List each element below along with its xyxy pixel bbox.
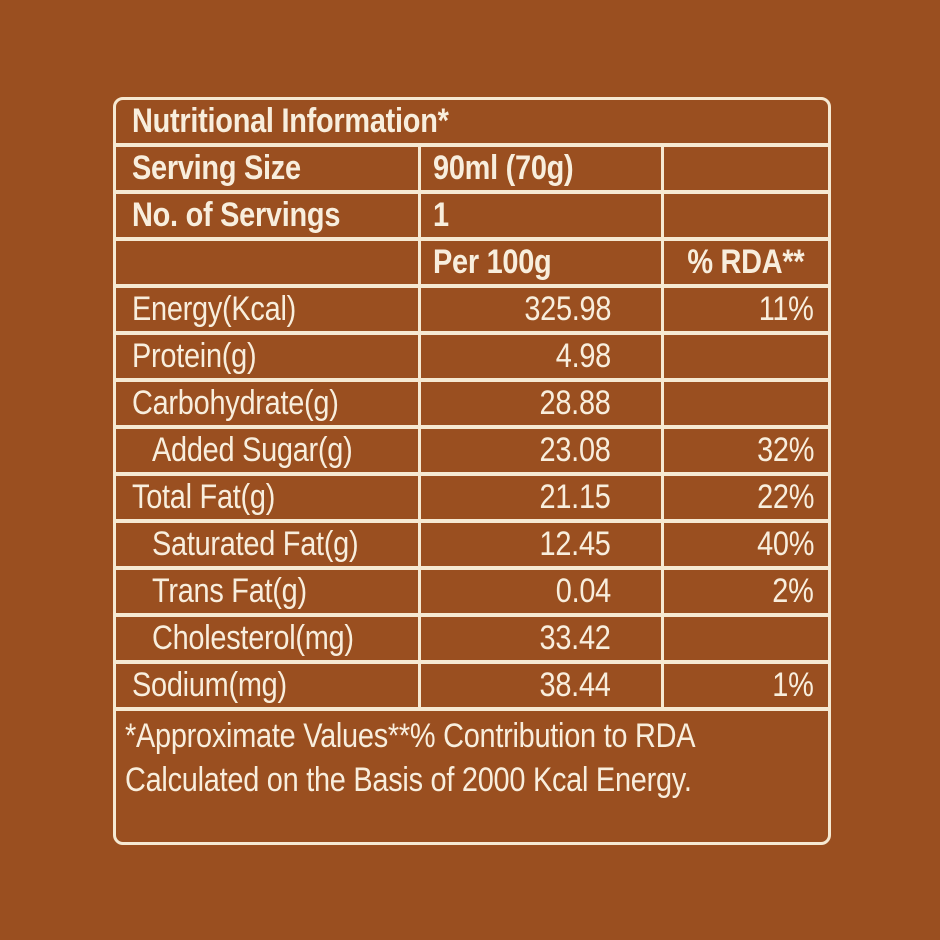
nutrient-value: 21.15 bbox=[539, 478, 611, 516]
row-separator bbox=[116, 519, 828, 523]
serving-size-value: 90ml (70g) bbox=[433, 149, 574, 187]
nutrient-row: Energy(Kcal) 325.98 11% bbox=[116, 288, 828, 331]
nutrient-rda-cell bbox=[661, 617, 828, 660]
table-title-row: Nutritional Information* bbox=[116, 100, 828, 143]
row-separator bbox=[116, 566, 828, 570]
nutrient-row: Sodium(mg) 38.44 1% bbox=[116, 664, 828, 707]
nutrient-rda-value: 11% bbox=[759, 290, 814, 328]
nutrient-rda-cell bbox=[661, 335, 828, 378]
nutrient-rda-cell: 2% bbox=[661, 570, 828, 613]
nutrient-label-cell: Sodium(mg) bbox=[116, 664, 418, 707]
row-separator bbox=[116, 425, 828, 429]
nutrient-label-cell: Saturated Fat(g) bbox=[116, 523, 418, 566]
row-separator bbox=[116, 284, 828, 288]
servings-label-cell: No. of Servings bbox=[116, 194, 418, 237]
nutrient-value-cell: 38.44 bbox=[418, 664, 661, 707]
footnote-line-2: Calculated on the Basis of 2000 Kcal Ene… bbox=[125, 761, 692, 799]
column-header-empty-cell bbox=[116, 241, 418, 284]
serving-size-row: Serving Size 90ml (70g) bbox=[116, 147, 828, 190]
nutrient-label: Energy(Kcal) bbox=[132, 290, 296, 328]
column-header-row: Per 100g % RDA** bbox=[116, 241, 828, 284]
nutrient-value-cell: 325.98 bbox=[418, 288, 661, 331]
nutrient-value-cell: 28.88 bbox=[418, 382, 661, 425]
row-separator bbox=[116, 613, 828, 617]
servings-empty-cell bbox=[661, 194, 828, 237]
nutrient-rda-cell: 1% bbox=[661, 664, 828, 707]
table-title: Nutritional Information* bbox=[132, 102, 449, 140]
row-separator bbox=[116, 472, 828, 476]
serving-size-value-cell: 90ml (70g) bbox=[418, 147, 661, 190]
nutrient-label: Trans Fat(g) bbox=[152, 572, 307, 610]
nutrient-label: Total Fat(g) bbox=[132, 478, 276, 516]
nutrient-rda-value: 22% bbox=[756, 478, 814, 516]
nutrient-row: Saturated Fat(g) 12.45 40% bbox=[116, 523, 828, 566]
nutrient-label-cell: Added Sugar(g) bbox=[116, 429, 418, 472]
nutrient-label-cell: Carbohydrate(g) bbox=[116, 382, 418, 425]
nutrient-rda-value: 32% bbox=[756, 431, 814, 469]
nutrient-value-cell: 4.98 bbox=[418, 335, 661, 378]
nutrient-label: Cholesterol(mg) bbox=[152, 619, 354, 657]
rda-header-cell: % RDA** bbox=[661, 241, 828, 284]
nutrient-label-cell: Energy(Kcal) bbox=[116, 288, 418, 331]
nutrient-rda-cell: 40% bbox=[661, 523, 828, 566]
servings-value: 1 bbox=[433, 196, 449, 234]
nutrient-label-cell: Cholesterol(mg) bbox=[116, 617, 418, 660]
row-separator bbox=[116, 143, 828, 147]
nutrient-value-cell: 23.08 bbox=[418, 429, 661, 472]
nutrient-rows: Energy(Kcal) 325.98 11% Protein(g) 4.98 … bbox=[116, 284, 828, 707]
nutrient-rda-cell: 22% bbox=[661, 476, 828, 519]
nutrient-value: 4.98 bbox=[555, 337, 611, 375]
nutrient-row: Trans Fat(g) 0.04 2% bbox=[116, 570, 828, 613]
footnote: *Approximate Values**% Contribution to R… bbox=[116, 711, 828, 803]
nutrient-label: Added Sugar(g) bbox=[152, 431, 353, 469]
nutrient-rda-value: 40% bbox=[756, 525, 814, 563]
nutrient-label-cell: Protein(g) bbox=[116, 335, 418, 378]
row-separator bbox=[116, 237, 828, 241]
serving-size-empty-cell bbox=[661, 147, 828, 190]
nutrient-rda-cell bbox=[661, 382, 828, 425]
nutrient-value: 28.88 bbox=[539, 384, 611, 422]
nutrient-value: 33.42 bbox=[539, 619, 611, 657]
nutrient-value-cell: 0.04 bbox=[418, 570, 661, 613]
nutrient-label: Saturated Fat(g) bbox=[152, 525, 359, 563]
nutrient-value: 23.08 bbox=[539, 431, 611, 469]
nutrient-label: Protein(g) bbox=[132, 337, 257, 375]
row-separator bbox=[116, 331, 828, 335]
row-separator bbox=[116, 190, 828, 194]
nutrient-label: Sodium(mg) bbox=[132, 666, 287, 704]
servings-row: No. of Servings 1 bbox=[116, 194, 828, 237]
nutrient-value-cell: 21.15 bbox=[418, 476, 661, 519]
nutrient-row: Added Sugar(g) 23.08 32% bbox=[116, 429, 828, 472]
nutrient-rda-value: 1% bbox=[772, 666, 815, 704]
row-separator bbox=[116, 660, 828, 664]
row-separator bbox=[116, 707, 828, 711]
rda-header: % RDA** bbox=[687, 243, 805, 281]
nutrient-rda-cell: 11% bbox=[661, 288, 828, 331]
nutrient-row: Total Fat(g) 21.15 22% bbox=[116, 476, 828, 519]
nutrient-label-cell: Trans Fat(g) bbox=[116, 570, 418, 613]
row-separator bbox=[116, 378, 828, 382]
serving-size-label-cell: Serving Size bbox=[116, 147, 418, 190]
servings-value-cell: 1 bbox=[418, 194, 661, 237]
nutrient-value: 325.98 bbox=[524, 290, 611, 328]
serving-size-label: Serving Size bbox=[132, 149, 301, 187]
nutrient-rda-value: 2% bbox=[772, 572, 815, 610]
nutrient-label-cell: Total Fat(g) bbox=[116, 476, 418, 519]
nutrient-value: 38.44 bbox=[539, 666, 611, 704]
nutrient-value: 12.45 bbox=[539, 525, 611, 563]
footnote-line-1: *Approximate Values**% Contribution to R… bbox=[125, 717, 696, 755]
per-100g-header: Per 100g bbox=[433, 243, 552, 281]
nutrient-rda-cell: 32% bbox=[661, 429, 828, 472]
nutrient-row: Protein(g) 4.98 bbox=[116, 335, 828, 378]
nutrient-value: 0.04 bbox=[555, 572, 611, 610]
nutrient-row: Cholesterol(mg) 33.42 bbox=[116, 617, 828, 660]
nutrition-table: Nutritional Information* Serving Size 90… bbox=[113, 97, 831, 845]
nutrient-value-cell: 12.45 bbox=[418, 523, 661, 566]
nutrient-value-cell: 33.42 bbox=[418, 617, 661, 660]
nutrient-label: Carbohydrate(g) bbox=[132, 384, 339, 422]
servings-label: No. of Servings bbox=[132, 196, 341, 234]
per-100g-header-cell: Per 100g bbox=[418, 241, 661, 284]
nutrient-row: Carbohydrate(g) 28.88 bbox=[116, 382, 828, 425]
